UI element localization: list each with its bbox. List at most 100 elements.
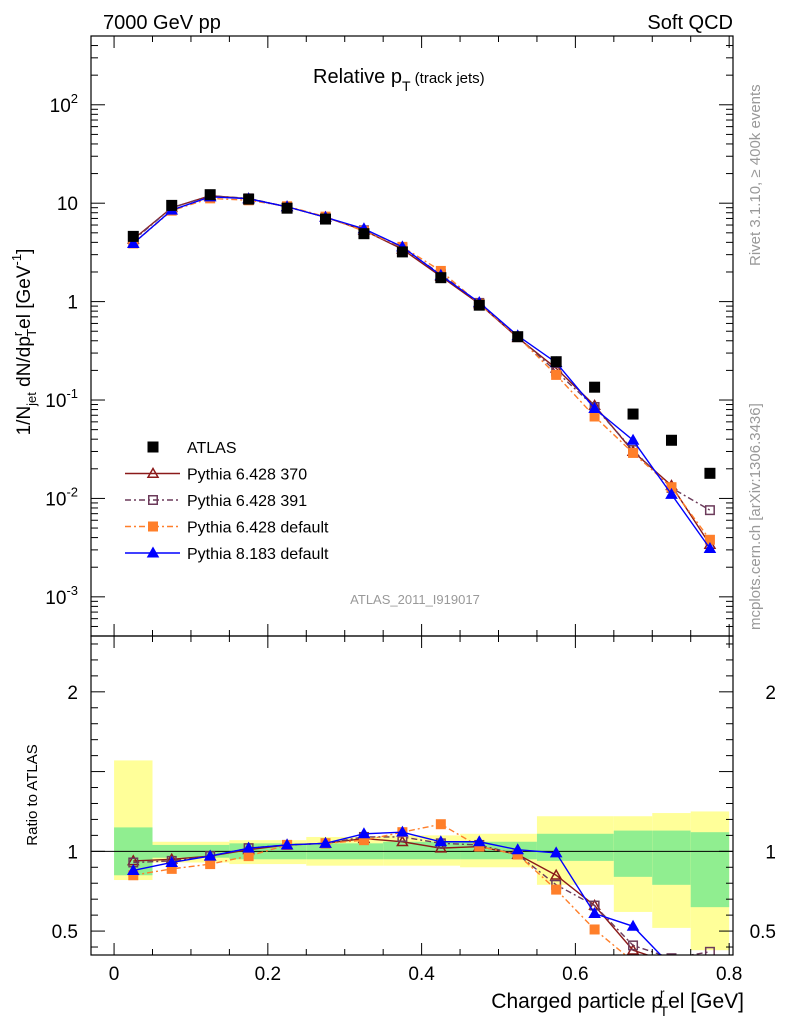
series-point-main — [126, 236, 140, 248]
legend-label: Pythia 6.428 370 — [187, 467, 307, 484]
series-point-ratio — [472, 835, 486, 847]
series-line-ratio — [133, 836, 711, 955]
series-point-ratio — [626, 919, 640, 931]
x-axis-label: Charged particle pr Tel [GeV] — [491, 985, 744, 1019]
data-point — [127, 230, 139, 242]
legend-label: Pythia 8.183 default — [187, 546, 329, 563]
series-point-ratio — [434, 835, 448, 847]
series-point-ratio — [242, 841, 255, 853]
series-point-main — [589, 411, 600, 422]
series-point-main — [588, 401, 601, 413]
series-point-ratio — [706, 975, 715, 984]
series-point-ratio — [549, 868, 563, 880]
legend-label: Pythia 6.428 391 — [187, 493, 307, 510]
series-point-ratio — [629, 957, 638, 966]
series-point-ratio — [126, 863, 140, 875]
x-tick-label: 0.4 — [408, 964, 435, 985]
legend-marker — [146, 546, 160, 558]
series-line-main — [132, 196, 711, 549]
legend-label: Pythia 6.428 default — [187, 520, 329, 537]
y-tick-label-ratio-left: 1 — [67, 842, 78, 863]
band-inner — [536, 833, 614, 861]
x-tick-label: 0.2 — [255, 964, 281, 985]
legend: ATLAS Pythia 6.428 370 Pythia 6.428 391 Pyt… — [125, 440, 329, 563]
series-point-ratio — [280, 838, 294, 850]
data-point — [627, 408, 639, 420]
data-point — [320, 213, 332, 225]
series-point-ratio — [511, 843, 525, 855]
series-point-ratio — [551, 884, 562, 895]
legend-marker — [148, 521, 158, 532]
series-point-ratio — [435, 819, 446, 830]
band-inner — [690, 832, 730, 908]
legend-marker — [147, 441, 159, 453]
series-point-ratio — [203, 849, 217, 861]
y-tick-label-ratio-right: 1 — [765, 842, 776, 863]
series-point-ratio — [205, 859, 216, 870]
y-axis-label-ratio: Ratio to ATLAS — [24, 744, 41, 845]
side-label-bottom: mcplots.cern.ch [arXiv:1306.3436] — [747, 403, 764, 630]
y-tick-label-main: 10 — [57, 194, 78, 215]
series-point-main — [703, 541, 717, 553]
data-point — [243, 193, 255, 205]
series-line-ratio — [133, 823, 627, 955]
series-point-main — [626, 433, 640, 445]
side-label-top: Rivet 3.1.10, ≥ 400k events — [747, 84, 764, 266]
ratio-frame — [90, 635, 734, 956]
plot-title: Relative pT (track jets) — [313, 66, 485, 94]
series-point-ratio — [666, 961, 676, 970]
y-tick-label-ratio-left: 2 — [67, 683, 78, 704]
header-right: Soft QCD — [647, 12, 733, 34]
series-point-ratio — [666, 958, 676, 967]
ratio-plot-area — [91, 819, 733, 988]
series-point-ratio — [165, 855, 179, 867]
x-tick-label: 0.6 — [562, 964, 588, 985]
header-left: 7000 GeV pp — [103, 12, 221, 34]
series-line-main — [132, 197, 711, 541]
y-tick-label-main: 102 — [50, 91, 78, 117]
y-tick-label-ratio-right: 0.5 — [750, 922, 776, 943]
series-point-ratio — [357, 827, 371, 839]
series-line-ratio — [133, 831, 662, 955]
series-point-ratio — [667, 971, 676, 980]
data-point — [473, 299, 485, 311]
series-line-main — [132, 195, 711, 511]
series-line-ratio — [133, 837, 650, 955]
data-point — [589, 381, 601, 393]
series-point-ratio — [588, 907, 601, 919]
y-axis-label-main: 1/Njet dN/dprTel [GeV-1] — [9, 249, 39, 436]
series-point-ratio — [628, 940, 639, 951]
band-inner — [613, 830, 653, 877]
y-tick-label-main: 1 — [67, 293, 78, 314]
series-point-ratio — [666, 953, 677, 955]
series-point-ratio — [705, 979, 715, 988]
series-point-ratio — [396, 825, 409, 837]
series-point-ratio — [589, 924, 600, 935]
series-point-main — [665, 487, 678, 499]
data-point — [204, 189, 216, 201]
y-tick-label-main: 10-2 — [45, 484, 78, 510]
y-tick-label-main: 10-3 — [45, 583, 78, 609]
y-tick-label-ratio-right: 2 — [765, 683, 776, 704]
axes: 0 0.2 0.4 0.6 0.8 10-3 10-2 10-1 1 10 102 0.5 0.5 1 1 2… — [45, 35, 776, 985]
y-tick-label-ratio-left: 0.5 — [52, 922, 78, 943]
series-point-ratio — [549, 846, 563, 858]
series-point-ratio — [704, 946, 715, 955]
data-point — [435, 272, 447, 284]
x-tick-label: 0 — [109, 964, 120, 985]
series-point-ratio — [705, 974, 715, 983]
data-point — [512, 331, 524, 343]
data-point — [396, 246, 408, 258]
series-point-main — [628, 447, 639, 458]
y-tick-label-main: 10-1 — [45, 386, 78, 412]
data-point — [550, 356, 562, 368]
legend-marker — [146, 466, 160, 478]
data-point — [704, 467, 716, 479]
series-point-main — [704, 505, 715, 516]
legend-label: ATLAS — [187, 440, 237, 457]
data-point — [665, 434, 677, 446]
main-plot-area — [126, 189, 717, 553]
data-point — [358, 228, 370, 240]
x-tick-label: 0.8 — [716, 964, 742, 985]
